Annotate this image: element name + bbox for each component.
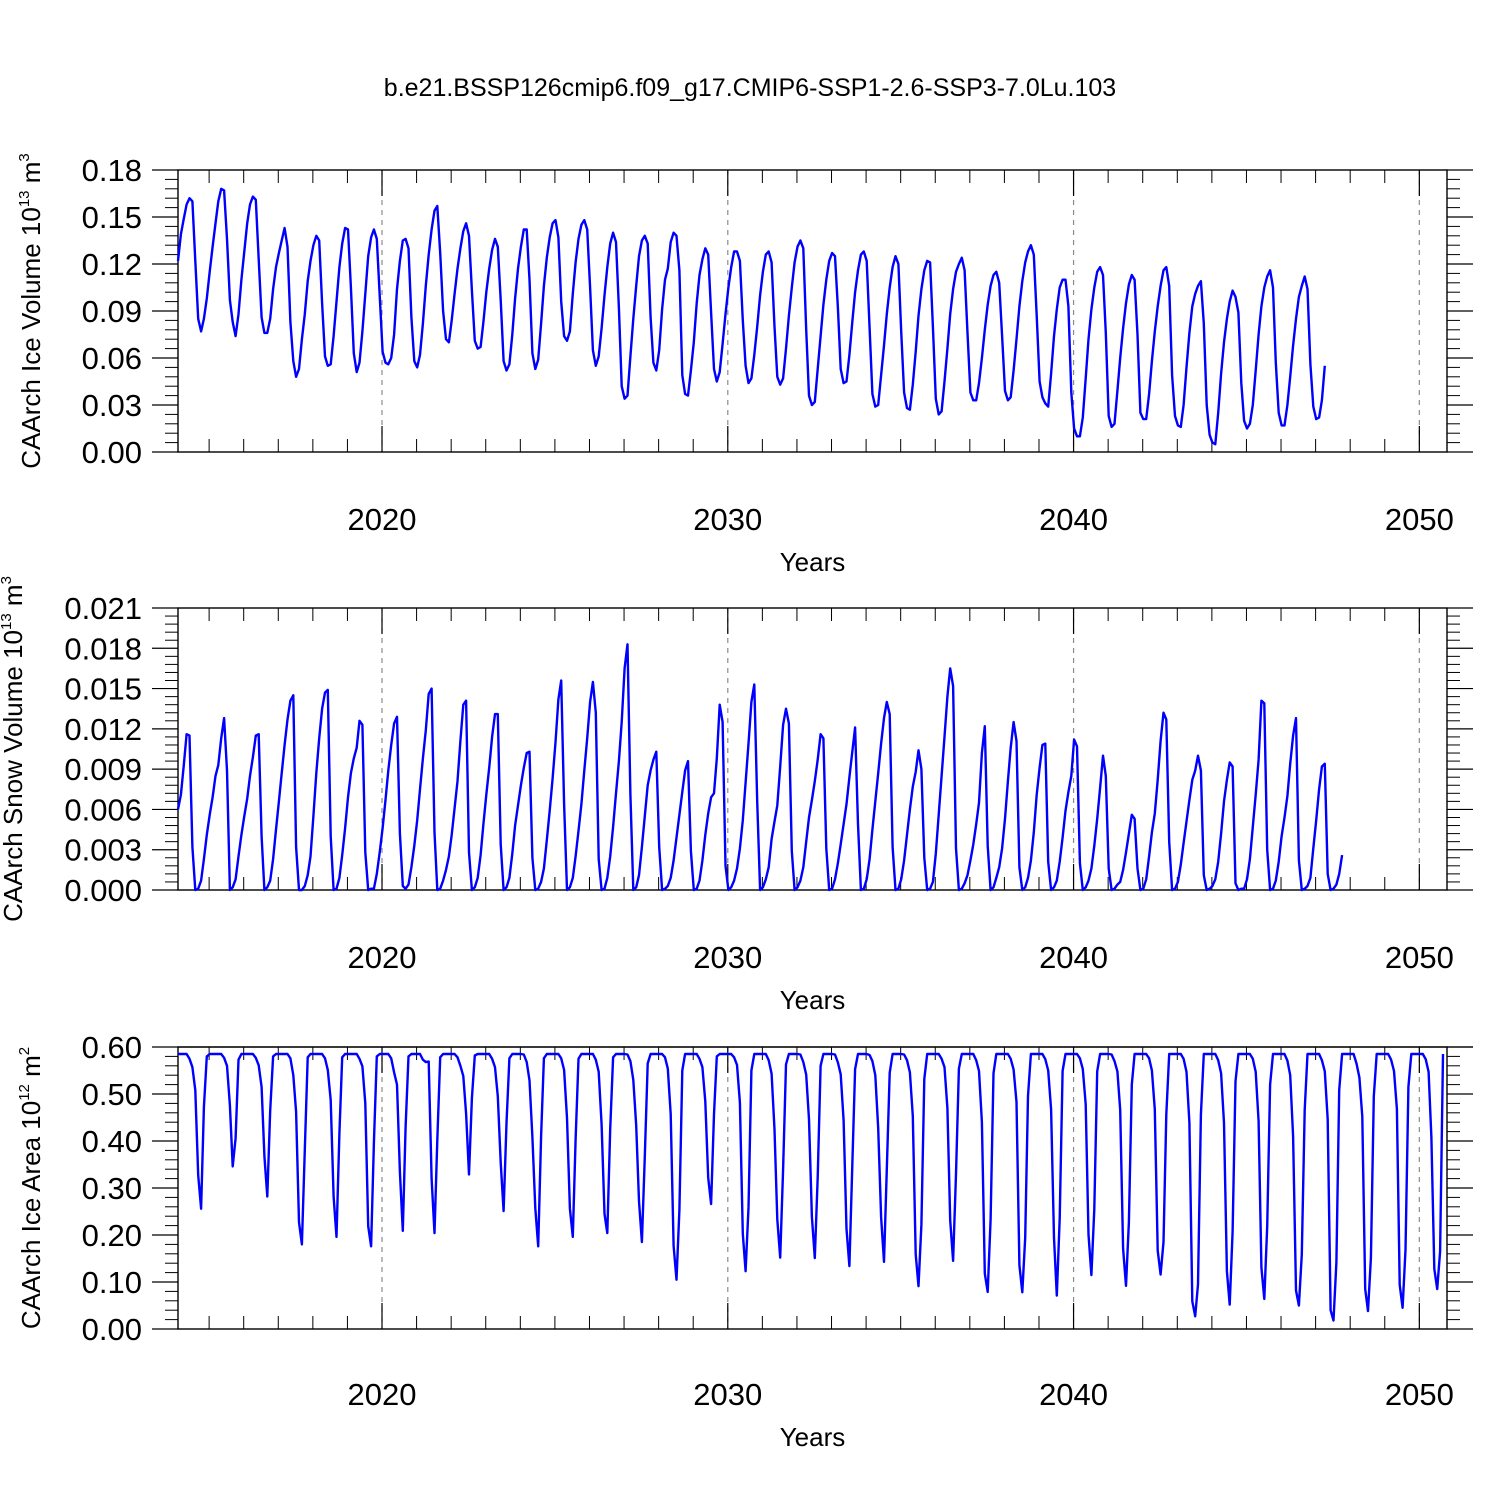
y-tick-label: 0.012 xyxy=(64,712,142,747)
x-tick-label: 2040 xyxy=(1039,940,1108,975)
y-tick-label: 0.20 xyxy=(82,1218,142,1253)
y-tick-label: 0.40 xyxy=(82,1124,142,1159)
y-tick-label: 0.015 xyxy=(64,672,142,707)
series-line xyxy=(178,1052,1445,1322)
y-tick-label: 0.06 xyxy=(82,341,142,376)
x-tick-label: 2020 xyxy=(348,940,417,975)
x-tick-label: 2040 xyxy=(1039,1377,1108,1412)
y-axis-label: CAArch Ice Volume 1013 m3 xyxy=(16,153,46,469)
y-tick-label: 0.00 xyxy=(82,435,142,470)
y-tick-label: 0.60 xyxy=(82,1030,142,1065)
x-tick-label: 2030 xyxy=(693,1377,762,1412)
y-tick-label: 0.006 xyxy=(64,792,142,827)
plot-frame xyxy=(177,607,1448,891)
x-tick-label: 2030 xyxy=(693,502,762,537)
y-axis-label: CAArch Snow Volume 1013 m3 xyxy=(0,576,28,922)
y-tick-label: 0.018 xyxy=(64,631,142,666)
y-tick-label: 0.18 xyxy=(82,153,142,188)
y-tick-label: 0.50 xyxy=(82,1077,142,1112)
x-axis-label: Years xyxy=(780,547,846,577)
y-tick-label: 0.12 xyxy=(82,247,142,282)
y-tick-label: 0.000 xyxy=(64,873,142,908)
x-tick-label: 2030 xyxy=(693,940,762,975)
x-tick-label: 2050 xyxy=(1385,1377,1454,1412)
y-tick-label: 0.10 xyxy=(82,1265,142,1300)
y-tick-label: 0.021 xyxy=(64,591,142,626)
y-tick-label: 0.00 xyxy=(82,1312,142,1347)
x-axis-label: Years xyxy=(780,1422,846,1452)
y-tick-label: 0.30 xyxy=(82,1171,142,1206)
x-tick-label: 2020 xyxy=(348,502,417,537)
y-tick-label: 0.09 xyxy=(82,294,142,329)
y-tick-label: 0.03 xyxy=(82,388,142,423)
plot-frame xyxy=(177,169,1448,453)
y-tick-label: 0.003 xyxy=(64,833,142,868)
x-tick-label: 2040 xyxy=(1039,502,1108,537)
series-line xyxy=(176,643,1344,892)
ice-area-panel: 0.00 0.10 0.20 0.30 0.40 0.50 0.60 2020 2030 2040… xyxy=(16,1030,1473,1452)
series-line xyxy=(176,187,1326,446)
x-tick-label: 2050 xyxy=(1385,940,1454,975)
snow-volume-panel: 0.000 0.003 0.006 0.009 0.012 0.015 0.018 0.021… xyxy=(0,576,1473,1015)
x-axis-label: Years xyxy=(780,985,846,1015)
y-tick-label: 0.15 xyxy=(82,200,142,235)
y-axis-label: CAArch Ice Area 1012 m2 xyxy=(16,1047,46,1329)
x-tick-label: 2020 xyxy=(348,1377,417,1412)
x-tick-label: 2050 xyxy=(1385,502,1454,537)
ice-volume-panel: 0.00 0.03 0.06 0.09 0.12 0.15 0.18 2020 2030 2040… xyxy=(16,153,1473,577)
figure-title: b.e21.BSSP126cmip6.f09_g17.CMIP6-SSP1-2.… xyxy=(384,74,1116,102)
y-tick-label: 0.009 xyxy=(64,752,142,787)
